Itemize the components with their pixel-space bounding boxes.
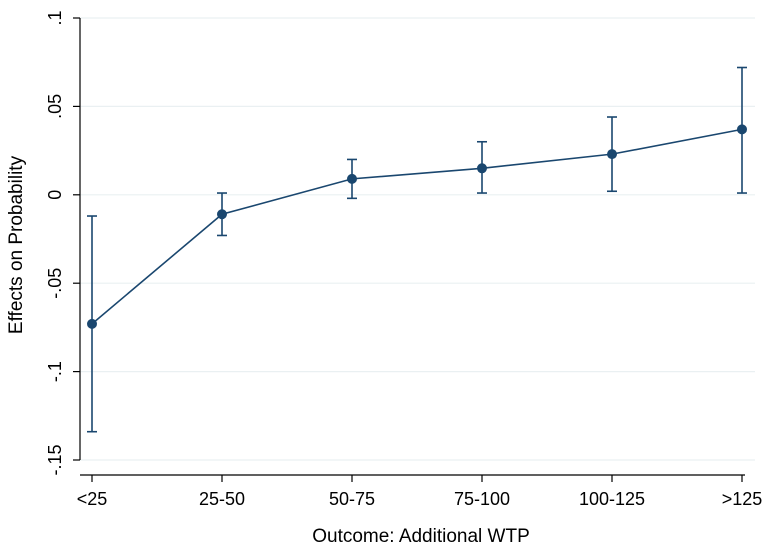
y-tick-label: -.1 [45, 361, 65, 382]
y-tick-label: .1 [45, 10, 65, 25]
y-tick-label: -.05 [45, 268, 65, 299]
data-point [607, 149, 617, 160]
x-ticks: <25 25-50 50-75 75-100 100-125 >125 [77, 475, 763, 509]
x-tick-label: 75-100 [454, 489, 510, 509]
data-point [347, 173, 357, 184]
axes [79, 18, 745, 476]
series-line-path [91, 128, 743, 325]
data-point [477, 163, 487, 174]
x-tick-label: 25-50 [199, 489, 245, 509]
x-tick-label: 100-125 [579, 489, 645, 509]
data-point [737, 124, 747, 135]
series-points [87, 124, 747, 329]
data-point [87, 318, 97, 329]
error-bars [87, 66, 747, 433]
x-tick-label: <25 [77, 489, 108, 509]
grid-lines [80, 17, 755, 461]
x-tick-label: 50-75 [329, 489, 375, 509]
y-tick-label: .05 [45, 94, 65, 119]
y-tick-label: -.15 [45, 444, 65, 475]
y-ticks: -.15 -.1 -.05 0 .05 .1 [45, 10, 80, 476]
y-axis-title: Effects on Probability [6, 155, 27, 334]
data-point [217, 209, 227, 220]
x-tick-label: >125 [722, 489, 763, 509]
y-tick-label: 0 [45, 190, 65, 200]
x-axis-title: Outcome: Additional WTP [312, 526, 530, 547]
series-line [91, 128, 743, 325]
